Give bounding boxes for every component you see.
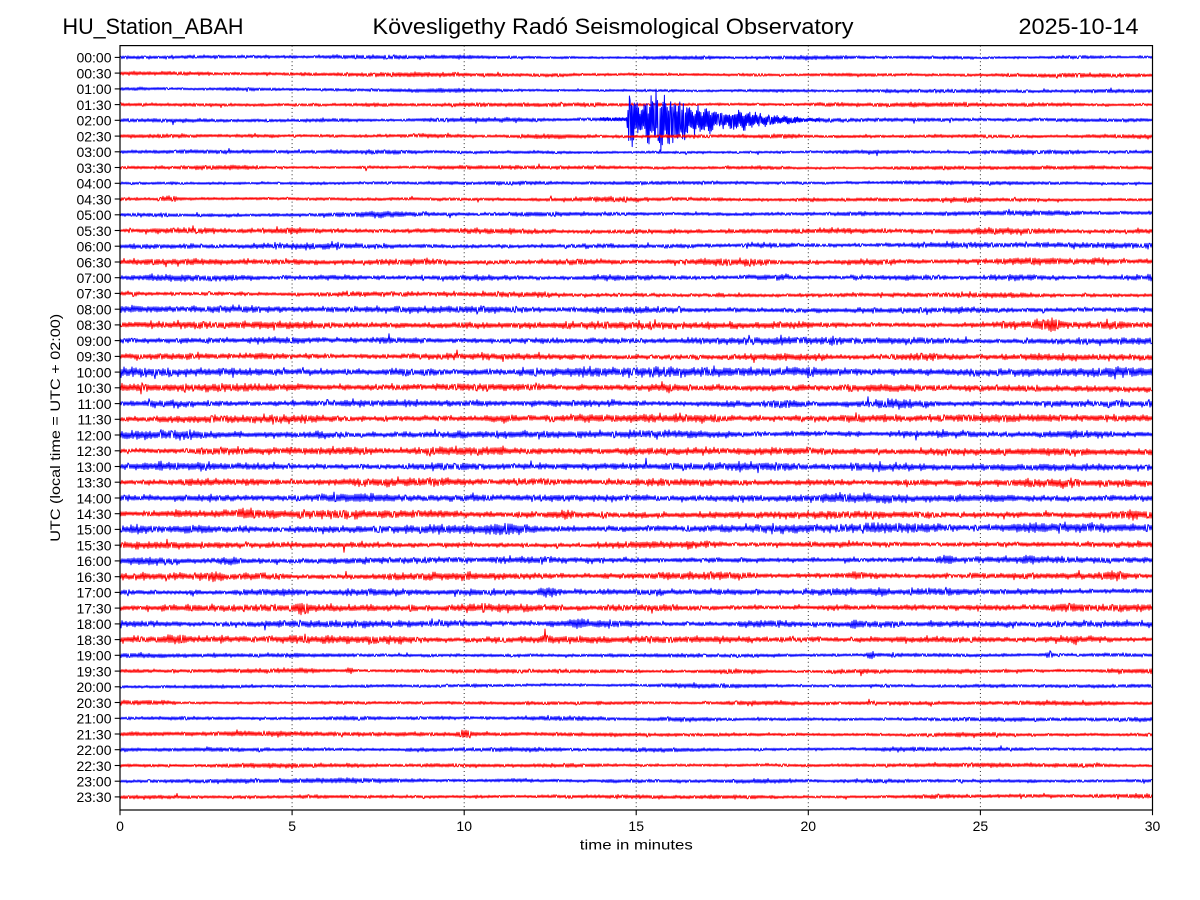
svg-text:01:30: 01:30 xyxy=(76,97,111,113)
svg-text:10: 10 xyxy=(456,818,472,834)
svg-text:07:00: 07:00 xyxy=(76,270,111,286)
svg-text:23:00: 23:00 xyxy=(76,774,111,790)
svg-text:02:30: 02:30 xyxy=(76,128,111,144)
svg-text:01:00: 01:00 xyxy=(76,81,111,97)
svg-text:12:00: 12:00 xyxy=(76,427,111,443)
svg-text:21:30: 21:30 xyxy=(76,726,111,742)
svg-text:2025-10-14: 2025-10-14 xyxy=(1019,14,1139,39)
svg-text:03:00: 03:00 xyxy=(76,144,111,160)
svg-text:UTC (local time = UTC + 02:00): UTC (local time = UTC + 02:00) xyxy=(47,314,63,542)
svg-text:09:00: 09:00 xyxy=(76,333,111,349)
svg-text:Kövesligethy Radó Seismologica: Kövesligethy Radó Seismological Observat… xyxy=(373,14,854,39)
svg-text:04:30: 04:30 xyxy=(76,191,111,207)
svg-text:23:30: 23:30 xyxy=(76,789,111,805)
svg-text:13:30: 13:30 xyxy=(76,475,111,491)
svg-text:02:00: 02:00 xyxy=(76,113,111,129)
svg-text:18:00: 18:00 xyxy=(76,616,111,632)
svg-text:07:30: 07:30 xyxy=(76,286,111,302)
svg-text:08:30: 08:30 xyxy=(76,317,111,333)
svg-text:11:00: 11:00 xyxy=(78,396,112,412)
svg-text:03:30: 03:30 xyxy=(76,160,111,176)
svg-text:00:00: 00:00 xyxy=(76,50,111,66)
svg-text:13:00: 13:00 xyxy=(76,459,111,475)
svg-text:20: 20 xyxy=(801,818,817,834)
svg-text:16:00: 16:00 xyxy=(76,553,111,569)
svg-text:05:30: 05:30 xyxy=(76,223,111,239)
svg-text:time in minutes: time in minutes xyxy=(580,837,693,853)
svg-text:HU_Station_ABAH: HU_Station_ABAH xyxy=(63,14,244,39)
svg-text:00:30: 00:30 xyxy=(76,65,111,81)
svg-text:06:30: 06:30 xyxy=(76,254,111,270)
svg-text:06:00: 06:00 xyxy=(76,239,111,255)
svg-text:12:30: 12:30 xyxy=(76,443,111,459)
svg-text:20:30: 20:30 xyxy=(76,695,111,711)
svg-text:21:00: 21:00 xyxy=(76,711,111,727)
svg-text:08:00: 08:00 xyxy=(76,302,111,318)
svg-text:30: 30 xyxy=(1145,818,1161,834)
svg-text:17:30: 17:30 xyxy=(76,600,111,616)
svg-text:15:30: 15:30 xyxy=(76,538,111,554)
svg-text:18:30: 18:30 xyxy=(76,632,111,648)
svg-text:22:00: 22:00 xyxy=(76,742,111,758)
svg-text:10:30: 10:30 xyxy=(76,380,111,396)
svg-text:10:00: 10:00 xyxy=(76,364,111,380)
svg-text:5: 5 xyxy=(288,818,296,834)
svg-text:22:30: 22:30 xyxy=(76,758,111,774)
svg-text:15: 15 xyxy=(628,818,644,834)
svg-text:19:30: 19:30 xyxy=(76,663,111,679)
svg-text:0: 0 xyxy=(116,818,124,834)
svg-text:14:30: 14:30 xyxy=(76,506,111,522)
svg-text:04:00: 04:00 xyxy=(76,176,111,192)
svg-text:19:00: 19:00 xyxy=(76,648,111,664)
svg-text:20:00: 20:00 xyxy=(76,679,111,695)
svg-text:17:00: 17:00 xyxy=(76,585,111,601)
svg-text:15:00: 15:00 xyxy=(76,522,111,538)
svg-text:25: 25 xyxy=(973,818,989,834)
svg-text:11:30: 11:30 xyxy=(78,412,112,428)
svg-text:16:30: 16:30 xyxy=(76,569,111,585)
svg-text:14:00: 14:00 xyxy=(76,490,111,506)
svg-text:05:00: 05:00 xyxy=(76,207,111,223)
svg-text:09:30: 09:30 xyxy=(76,349,111,365)
